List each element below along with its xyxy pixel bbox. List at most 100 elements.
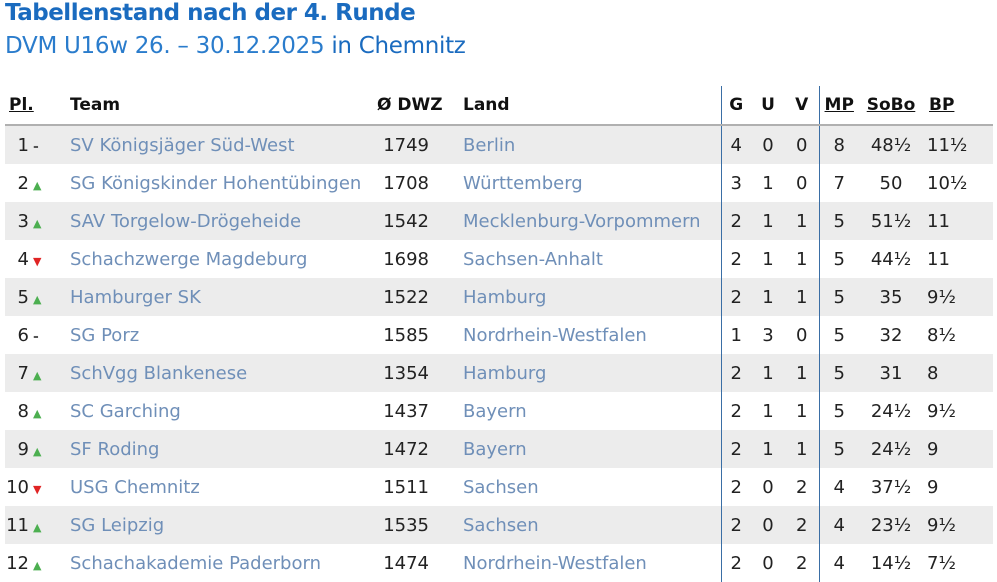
- header-sobo[interactable]: SoBo: [859, 86, 923, 126]
- land-name[interactable]: Hamburg: [459, 354, 721, 392]
- team-name[interactable]: SV Königsjäger Süd-West: [67, 125, 377, 164]
- header-land[interactable]: Land: [459, 86, 721, 126]
- rank-up-icon: ▲: [33, 558, 42, 572]
- table-row: 12 ▲ Schachakademie Paderborn 1474 Nordrhein…: [5, 544, 993, 582]
- land-name[interactable]: Bayern: [459, 392, 721, 430]
- event-subtitle: DVM U16w 26. – 30.12.2025 in Chemnitz: [5, 33, 466, 59]
- games-drawn: 1: [751, 392, 785, 430]
- land-name[interactable]: Württemberg: [459, 164, 721, 202]
- team-name[interactable]: SAV Torgelow-Drögeheide: [67, 202, 377, 240]
- games-drawn: 0: [751, 506, 785, 544]
- games-lost: 2: [785, 506, 819, 544]
- team-name[interactable]: SC Garching: [67, 392, 377, 430]
- avg-dwz: 1698: [377, 240, 459, 278]
- team-name[interactable]: Schachakademie Paderborn: [67, 544, 377, 582]
- games-lost: 1: [785, 354, 819, 392]
- rank: 11: [5, 506, 33, 544]
- rank: 7: [5, 354, 33, 392]
- games-lost: 1: [785, 430, 819, 468]
- header-v[interactable]: V: [785, 86, 819, 126]
- table-row: 11 ▲ SG Leipzig 1535 Sachsen 2 0 2 4 23½ 9½: [5, 506, 993, 544]
- sonneborn-berger: 24½: [859, 392, 923, 430]
- games-drawn: 0: [751, 468, 785, 506]
- games-won: 3: [720, 164, 751, 202]
- sonneborn-berger: 23½: [859, 506, 923, 544]
- match-points: 5: [818, 278, 859, 316]
- match-points: 5: [818, 392, 859, 430]
- games-lost: 2: [785, 468, 819, 506]
- team-name[interactable]: SG Leipzig: [67, 506, 377, 544]
- match-points: 5: [818, 354, 859, 392]
- event-info: DVM U16w 26. – 30.12.2025: [5, 33, 325, 59]
- sonneborn-berger: 35: [859, 278, 923, 316]
- standings-table: Pl. Team Ø DWZ Land G U V MP SoBo BP 1 - S…: [5, 86, 993, 582]
- table-row: 10 ▼ USG Chemnitz 1511 Sachsen 2 0 2 4 37½ 9: [5, 468, 993, 506]
- header-team[interactable]: Team: [67, 86, 377, 126]
- land-name[interactable]: Nordrhein-Westfalen: [459, 316, 721, 354]
- header-g[interactable]: G: [720, 86, 751, 126]
- games-drawn: 1: [751, 164, 785, 202]
- rank-down-icon: ▼: [33, 482, 42, 496]
- header-u[interactable]: U: [751, 86, 785, 126]
- sonneborn-berger: 32: [859, 316, 923, 354]
- games-drawn: 0: [751, 125, 785, 164]
- header-dwz[interactable]: Ø DWZ: [377, 86, 459, 126]
- board-points: 11½: [923, 125, 993, 164]
- avg-dwz: 1437: [377, 392, 459, 430]
- land-name[interactable]: Hamburg: [459, 278, 721, 316]
- board-points: 10½: [923, 164, 993, 202]
- games-drawn: 1: [751, 240, 785, 278]
- games-lost: 0: [785, 316, 819, 354]
- match-points: 5: [818, 430, 859, 468]
- header-bp[interactable]: BP: [923, 86, 993, 126]
- team-name[interactable]: SG Königskinder Hohentübingen: [67, 164, 377, 202]
- games-won: 2: [720, 354, 751, 392]
- table-row: 2 ▲ SG Königskinder Hohentübingen 1708 Württ…: [5, 164, 993, 202]
- rank-unchanged-icon: -: [33, 138, 39, 155]
- games-drawn: 1: [751, 278, 785, 316]
- games-won: 2: [720, 240, 751, 278]
- land-name[interactable]: Sachsen: [459, 506, 721, 544]
- table-row: 5 ▲ Hamburger SK 1522 Hamburg 2 1 1 5 35 9½: [5, 278, 993, 316]
- match-points: 4: [818, 468, 859, 506]
- team-name[interactable]: Schachzwerge Magdeburg: [67, 240, 377, 278]
- match-points: 5: [818, 316, 859, 354]
- land-name[interactable]: Sachsen-Anhalt: [459, 240, 721, 278]
- rank-up-icon: ▲: [33, 368, 42, 382]
- table-row: 4 ▼ Schachzwerge Magdeburg 1698 Sachsen-Anha…: [5, 240, 993, 278]
- match-points: 5: [818, 202, 859, 240]
- games-won: 2: [720, 544, 751, 582]
- board-points: 7½: [923, 544, 993, 582]
- games-lost: 1: [785, 278, 819, 316]
- team-name[interactable]: SG Porz: [67, 316, 377, 354]
- header-mp[interactable]: MP: [818, 86, 859, 126]
- land-name[interactable]: Sachsen: [459, 468, 721, 506]
- board-points: 9: [923, 468, 993, 506]
- header-pl[interactable]: Pl.: [5, 86, 67, 126]
- avg-dwz: 1535: [377, 506, 459, 544]
- land-name[interactable]: Mecklenburg-Vorpommern: [459, 202, 721, 240]
- avg-dwz: 1542: [377, 202, 459, 240]
- land-name[interactable]: Nordrhein-Westfalen: [459, 544, 721, 582]
- avg-dwz: 1585: [377, 316, 459, 354]
- rank: 10: [5, 468, 33, 506]
- table-row: 7 ▲ SchVgg Blankenese 1354 Hamburg 2 1 1 5 31 8: [5, 354, 993, 392]
- page-title: Tabellenstand nach der 4. Runde: [5, 0, 416, 26]
- land-name[interactable]: Berlin: [459, 125, 721, 164]
- rank: 9: [5, 430, 33, 468]
- land-name[interactable]: Bayern: [459, 430, 721, 468]
- team-name[interactable]: SF Roding: [67, 430, 377, 468]
- rank-up-icon: ▲: [33, 520, 42, 534]
- games-won: 2: [720, 430, 751, 468]
- games-won: 1: [720, 316, 751, 354]
- rank-up-icon: ▲: [33, 292, 42, 306]
- rank-up-icon: ▲: [33, 406, 42, 420]
- team-name[interactable]: USG Chemnitz: [67, 468, 377, 506]
- team-name[interactable]: Hamburger SK: [67, 278, 377, 316]
- games-drawn: 3: [751, 316, 785, 354]
- sonneborn-berger: 24½: [859, 430, 923, 468]
- sonneborn-berger: 50: [859, 164, 923, 202]
- table-row: 9 ▲ SF Roding 1472 Bayern 2 1 1 5 24½ 9: [5, 430, 993, 468]
- games-drawn: 1: [751, 430, 785, 468]
- team-name[interactable]: SchVgg Blankenese: [67, 354, 377, 392]
